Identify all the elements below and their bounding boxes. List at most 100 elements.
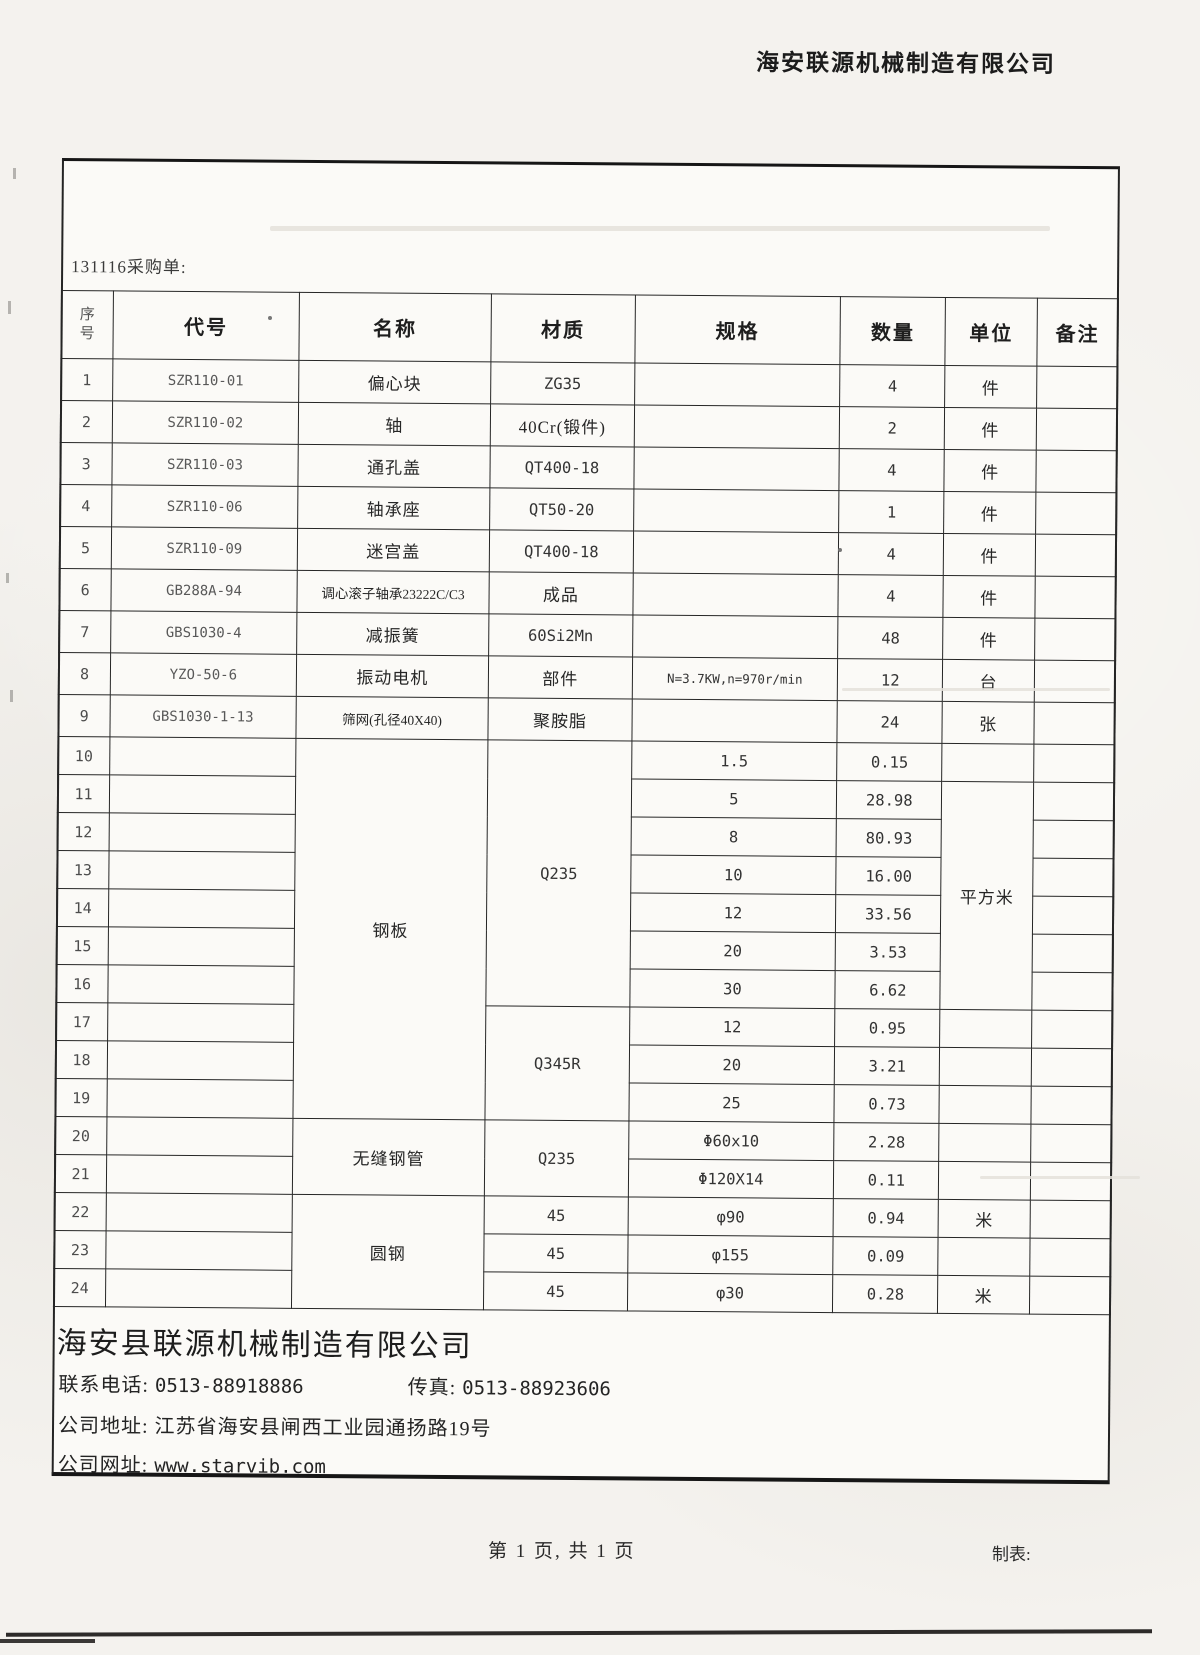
cell-spec <box>633 405 840 449</box>
spacer <box>310 1393 402 1394</box>
cell-qty: 2.28 <box>833 1122 940 1162</box>
cell-material: 45 <box>483 1271 628 1311</box>
column-header-spec: 规格 <box>634 295 841 365</box>
cell-remark <box>1032 820 1115 859</box>
cell-remark <box>1033 782 1115 821</box>
website-label: 公司网址: <box>57 1454 149 1477</box>
maker-label: 制表: <box>992 1545 1031 1564</box>
cell-spec <box>633 447 840 491</box>
cell-no: 17 <box>55 1002 109 1041</box>
cell-unit: 张 <box>942 701 1034 745</box>
cell-remark <box>1029 1238 1112 1277</box>
cell-unit: 件 <box>943 617 1035 661</box>
cell-code: SZR110-09 <box>111 526 298 571</box>
cell-qty: 1 <box>838 490 945 534</box>
column-header-seq-label: 序号 <box>79 306 95 342</box>
cell-name: 偏心块 <box>298 360 492 404</box>
cell-code: SZR110-06 <box>111 484 298 529</box>
scan-streak <box>270 226 1050 231</box>
cell-remark <box>1032 858 1115 897</box>
cell-unit: 台 <box>942 659 1035 703</box>
cell-unit <box>938 1161 1031 1201</box>
cell-unit: 件 <box>943 575 1035 619</box>
cell-no: 1 <box>60 358 114 401</box>
purchase-order-label: 131116采购单: <box>71 257 187 277</box>
cell-spec: 20 <box>629 930 836 971</box>
cell-name: 减振簧 <box>296 612 490 656</box>
cell-no: 12 <box>57 812 110 851</box>
cell-spec: 25 <box>628 1082 835 1123</box>
cell-unit <box>938 1237 1030 1277</box>
cell-remark <box>1033 660 1116 703</box>
scan-margin-mark <box>6 573 9 583</box>
cell-qty: 4 <box>839 448 945 492</box>
cell-qty: 4 <box>839 364 946 408</box>
cell-no: 4 <box>59 484 113 527</box>
cell-no: 7 <box>58 610 112 653</box>
cell-code <box>109 736 296 777</box>
scan-edge-line <box>5 1629 1153 1637</box>
cell-material: 60Si2Mn <box>488 613 633 657</box>
cell-no: 2 <box>60 400 113 443</box>
cell-no: 9 <box>57 694 111 737</box>
address-value: 江苏省海安县闸西工业园通扬路19号 <box>154 1415 492 1441</box>
cell-material: ZG35 <box>490 361 635 406</box>
column-header-code: 代号 <box>113 290 300 361</box>
cell-material: 45 <box>483 1233 628 1273</box>
cell-qty: 33.56 <box>835 894 942 934</box>
cell-spec: 20 <box>628 1044 835 1085</box>
cell-unit: 件 <box>944 407 1037 451</box>
cell-no: 21 <box>54 1154 107 1193</box>
cell-no: 3 <box>59 442 113 485</box>
cell-name: 迷宫盖 <box>296 528 490 572</box>
cell-name: 振动电机 <box>295 654 489 698</box>
scan-streak <box>842 688 1110 691</box>
cell-code <box>108 850 295 891</box>
cell-spec <box>633 488 840 533</box>
cell-code: SZR110-02 <box>112 400 299 445</box>
cell-code: GBS1030-1-13 <box>110 694 296 739</box>
scan-margin-mark <box>10 690 13 702</box>
cell-qty: 80.93 <box>836 818 942 858</box>
fax-number: 0513-88923606 <box>462 1377 611 1401</box>
cell-spec: φ90 <box>627 1196 834 1237</box>
scan-edge-line-fragment <box>0 1639 95 1643</box>
cell-qty: 4 <box>838 532 945 576</box>
column-header-name: 名称 <box>298 292 492 362</box>
cell-code: YZO-50-6 <box>110 652 297 697</box>
cell-no: 13 <box>56 850 110 889</box>
scanned-sheet: 131116采购单: 序号 代号 名称 材质 规格 数量 单位 备注 1 SZR1… <box>51 158 1120 1485</box>
scan-streak <box>980 1176 1140 1179</box>
cell-spec: 5 <box>630 778 837 819</box>
cell-spec: 8 <box>630 816 837 857</box>
cell-qty: 0.09 <box>832 1236 939 1276</box>
cell-no: 24 <box>53 1268 106 1307</box>
cell-qty: 16.00 <box>835 856 942 896</box>
column-header-unit: 单位 <box>945 297 1038 367</box>
cell-code <box>107 1002 294 1043</box>
cell-unit: 米 <box>938 1199 1031 1239</box>
cell-material: Q345R <box>485 1005 630 1121</box>
cell-no: 5 <box>59 526 112 569</box>
footer-address-line: 公司地址: 江苏省海安县闸西工业园通扬路19号 <box>58 1409 492 1441</box>
cell-code <box>106 1116 293 1157</box>
cell-qty: 2 <box>839 406 946 450</box>
scan-speck <box>268 316 272 320</box>
cell-remark <box>1034 618 1116 661</box>
cell-remark <box>1030 1048 1113 1087</box>
cell-qty: 28.98 <box>836 780 943 820</box>
table-header-row: 序号 代号 名称 材质 规格 数量 单位 备注 <box>60 290 1119 367</box>
cell-qty: 24 <box>837 700 943 744</box>
cell-material: QT400-18 <box>489 529 634 573</box>
cell-remark <box>1033 744 1115 783</box>
cell-unit <box>939 1047 1032 1087</box>
cell-material: 部件 <box>488 655 633 699</box>
column-header-remark: 备注 <box>1036 298 1119 367</box>
cell-unit: 平方米 <box>940 781 1034 1011</box>
tel-number: 0513-88918886 <box>154 1374 304 1398</box>
cell-code <box>107 1078 293 1119</box>
cell-unit: 件 <box>944 449 1036 493</box>
cell-code: GBS1030-4 <box>110 610 297 655</box>
scan-margin-mark <box>8 301 11 314</box>
